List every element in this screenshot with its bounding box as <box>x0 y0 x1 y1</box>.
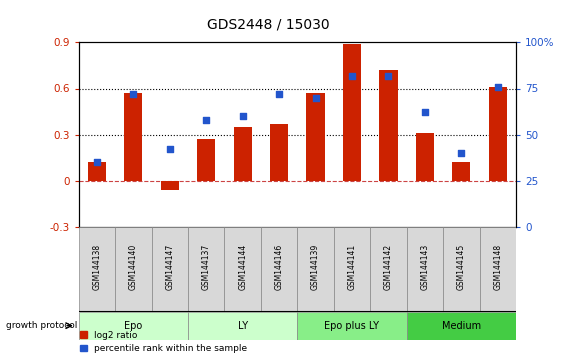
Point <box>347 73 357 79</box>
Bar <box>443 227 479 312</box>
Text: GSM144147: GSM144147 <box>166 244 174 291</box>
Bar <box>152 227 188 312</box>
Bar <box>188 312 297 340</box>
Bar <box>115 227 152 312</box>
Bar <box>79 312 188 340</box>
Legend: log2 ratio, percentile rank within the sample: log2 ratio, percentile rank within the s… <box>80 331 247 353</box>
Text: GSM144143: GSM144143 <box>420 244 429 291</box>
Point <box>493 84 503 90</box>
Text: GSM144140: GSM144140 <box>129 244 138 291</box>
Bar <box>270 124 288 181</box>
Bar <box>343 44 361 181</box>
Text: Medium: Medium <box>442 321 481 331</box>
Bar <box>124 93 142 181</box>
Text: GSM144146: GSM144146 <box>275 244 283 291</box>
Point <box>202 117 211 122</box>
Text: GSM144139: GSM144139 <box>311 244 320 291</box>
Bar <box>261 227 297 312</box>
Bar <box>197 139 215 181</box>
Text: GSM144137: GSM144137 <box>202 244 210 291</box>
Text: GSM144148: GSM144148 <box>493 244 502 290</box>
Bar <box>407 312 516 340</box>
Point <box>92 159 101 165</box>
Text: GDS2448 / 15030: GDS2448 / 15030 <box>207 18 329 32</box>
Text: Epo: Epo <box>124 321 142 331</box>
Bar <box>479 227 516 312</box>
Point <box>275 91 284 97</box>
Text: GSM144144: GSM144144 <box>238 244 247 291</box>
Point <box>311 95 320 101</box>
Bar <box>88 162 106 181</box>
Bar <box>234 127 252 181</box>
Bar <box>416 133 434 181</box>
Point <box>165 147 174 152</box>
Bar <box>297 227 333 312</box>
Text: growth protocol: growth protocol <box>6 321 77 330</box>
Bar <box>297 312 407 340</box>
Text: GSM144138: GSM144138 <box>93 244 101 290</box>
Text: LY: LY <box>238 321 248 331</box>
Bar <box>452 162 470 181</box>
Point <box>238 113 247 119</box>
Bar <box>380 70 398 181</box>
Bar <box>489 87 507 181</box>
Bar <box>333 227 370 312</box>
Bar <box>370 227 407 312</box>
Point <box>384 73 393 79</box>
Text: GSM144141: GSM144141 <box>347 244 356 290</box>
Bar <box>307 93 325 181</box>
Text: Epo plus LY: Epo plus LY <box>325 321 380 331</box>
Bar <box>407 227 443 312</box>
Bar <box>188 227 224 312</box>
Point <box>420 110 430 115</box>
Point <box>129 91 138 97</box>
Bar <box>224 227 261 312</box>
Bar <box>79 227 115 312</box>
Text: GSM144145: GSM144145 <box>457 244 466 291</box>
Point <box>456 150 466 156</box>
Bar <box>161 181 179 190</box>
Text: GSM144142: GSM144142 <box>384 244 393 290</box>
